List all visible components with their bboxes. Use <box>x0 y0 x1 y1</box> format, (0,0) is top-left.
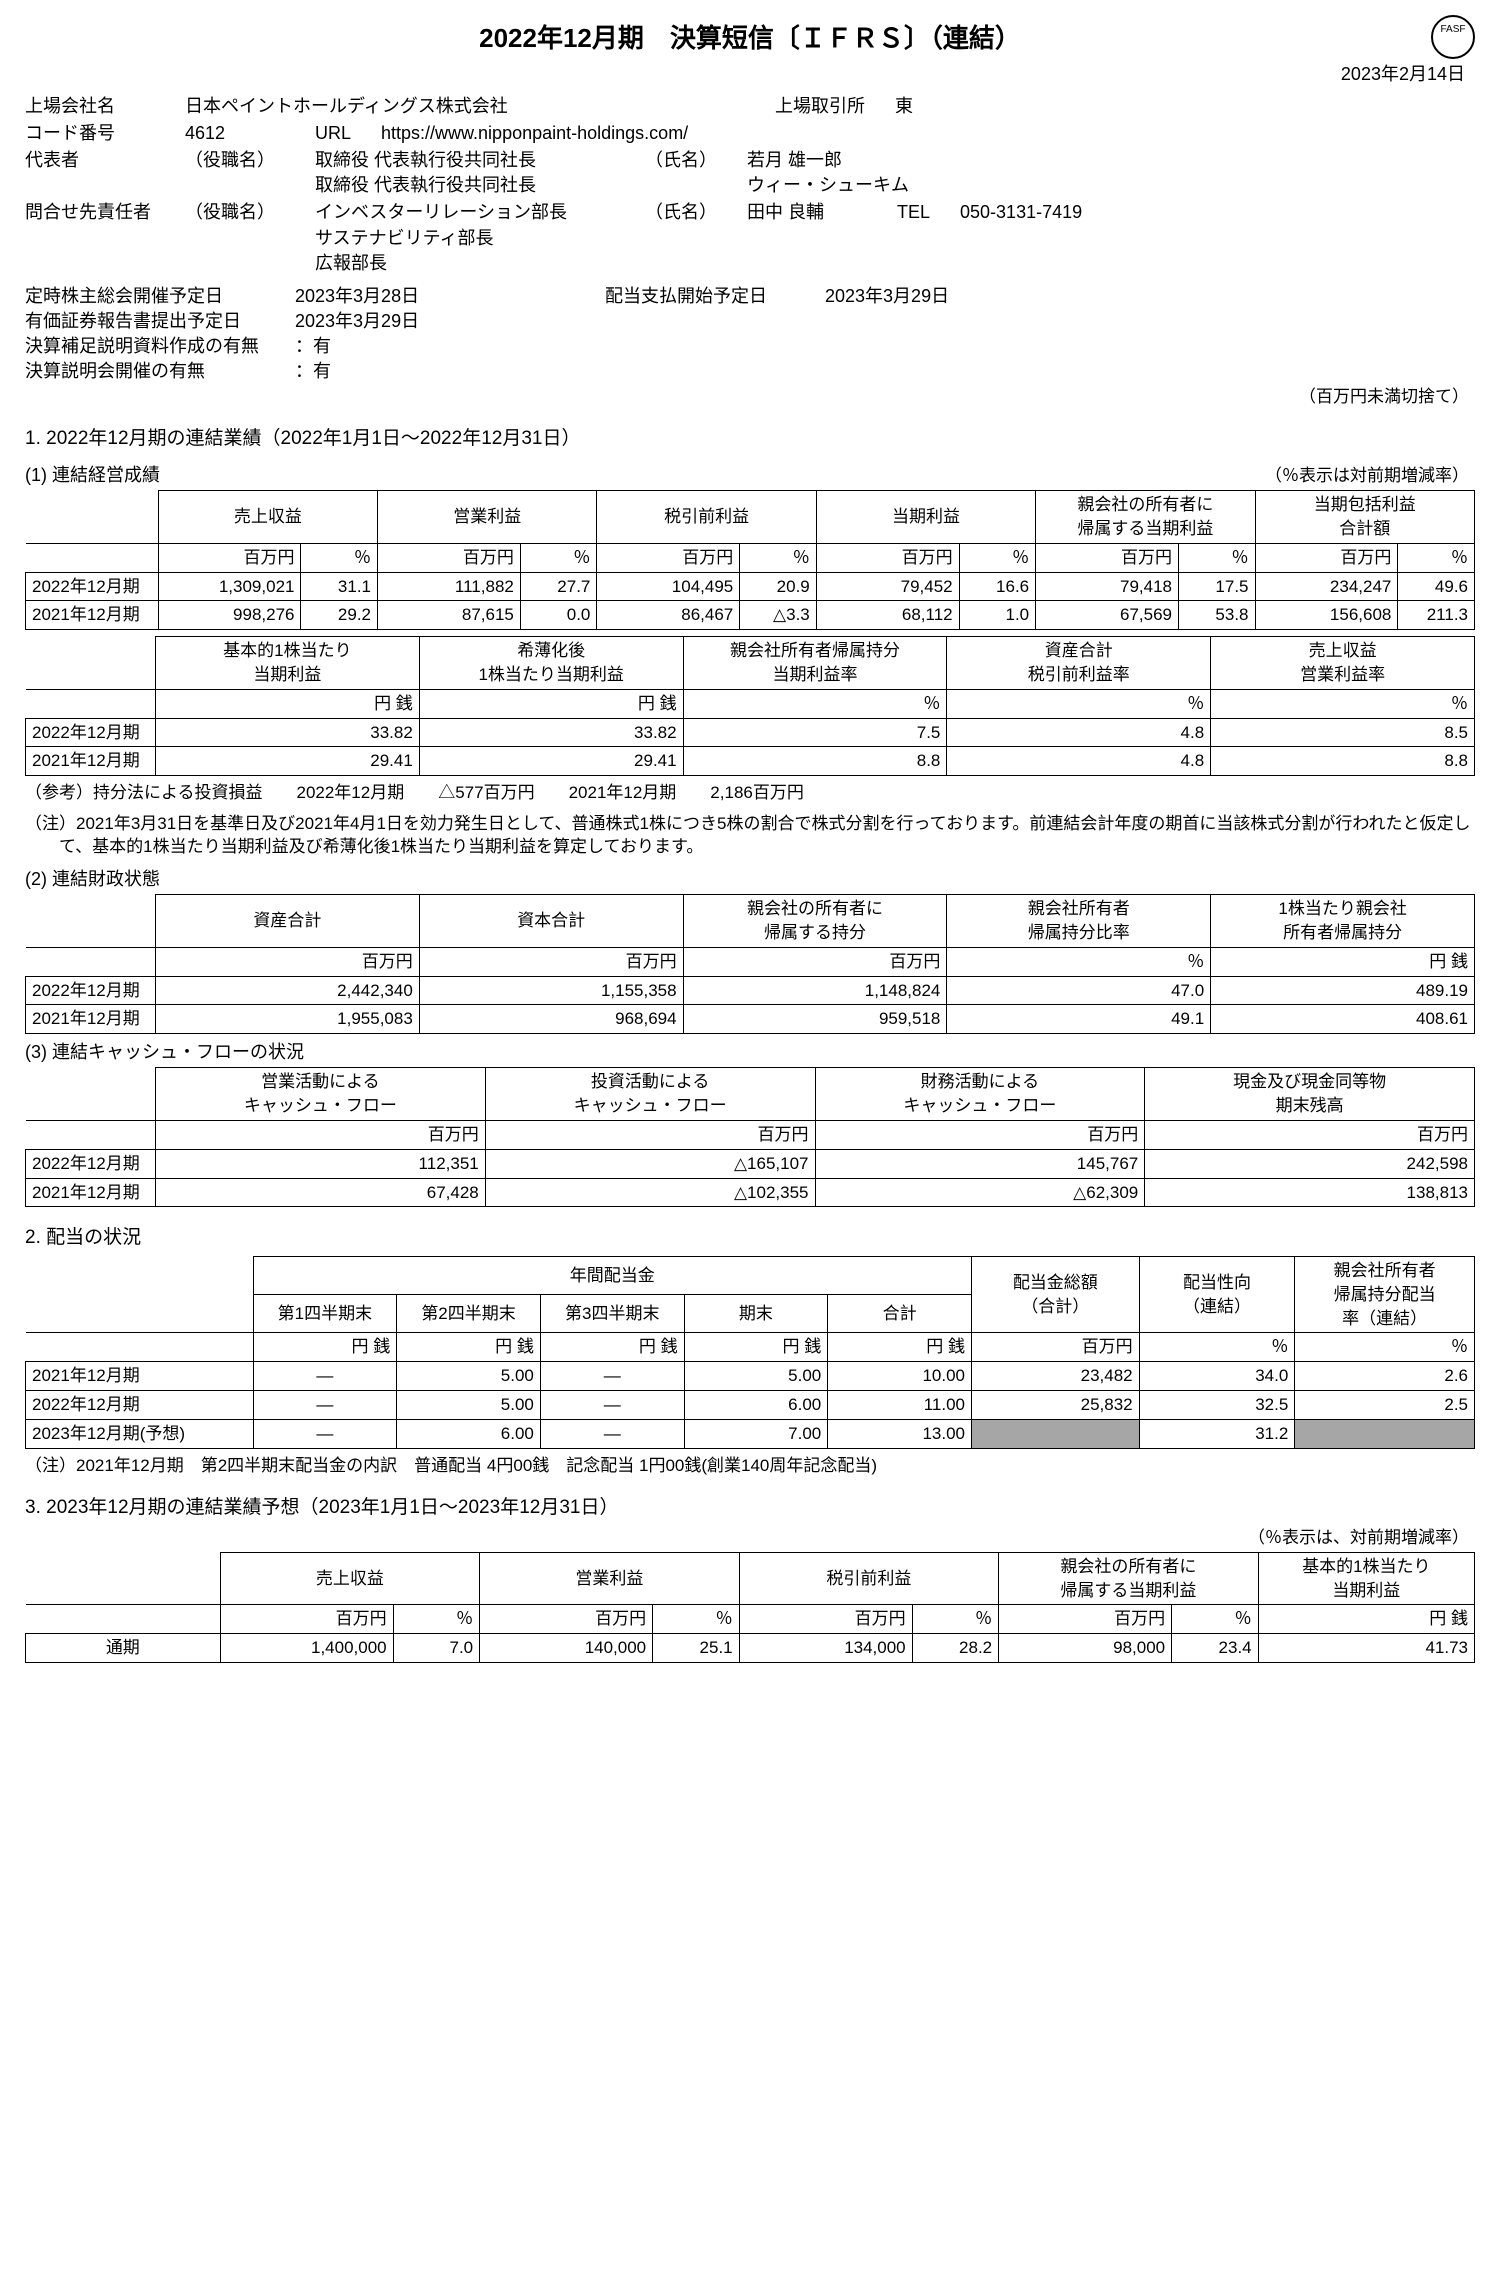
table-1-1b: 基本的1株当たり当期利益希薄化後1株当たり当期利益親会社所有者帰属持分当期利益率… <box>25 636 1475 776</box>
contact-name: 田中 良輔 <box>747 200 867 276</box>
report-date: 2023年2月14日 <box>25 62 1465 87</box>
lbl-code: コード番号 <box>25 121 185 146</box>
tel-lbl: TEL <box>897 200 930 276</box>
tel: 050-3131-7419 <box>960 200 1082 276</box>
s2-title: 2. 配当の状況 <box>25 1225 1475 1252</box>
code: 4612 <box>185 121 285 146</box>
supp-lbl: 決算補足説明資料作成の有無 <box>25 334 265 359</box>
lbl-exchange: 上場取引所 <box>775 94 865 119</box>
header-block: 上場会社名 日本ペイントホールディングス株式会社 上場取引所 東 コード番号 4… <box>25 94 1475 409</box>
s3-rnote: （％表示は、対前期増減率） <box>25 1526 1469 1550</box>
rep-pos-lbl: （役職名） <box>185 148 285 198</box>
contact-pos3: 広報部長 <box>315 251 615 276</box>
supp-val: ：有 <box>295 334 331 359</box>
lbl-company: 上場会社名 <box>25 94 185 119</box>
table-1-3: 営業活動によるキャッシュ・フロー投資活動によるキャッシュ・フロー財務活動によるキ… <box>25 1067 1475 1207</box>
s1-title: 1. 2022年12月期の連結業績（2022年1月1日～2022年12月31日） <box>25 426 1475 453</box>
agm-lbl: 定時株主総会開催予定日 <box>25 284 265 309</box>
url: https://www.nipponpaint-holdings.com/ <box>381 121 688 146</box>
table-2: 年間配当金配当金総額（合計）配当性向（連結）親会社所有者帰属持分配当率（連結）第… <box>25 1256 1475 1449</box>
s2-note: （注）2021年12月期 第2四半期末配当金の内訳 普通配当 4円00銭 記念配… <box>25 1455 1475 1478</box>
document-title: 2022年12月期 決算短信〔ＩＦＲＳ〕（連結） <box>25 20 1475 56</box>
rep-name2: ウィー・シューキム <box>747 173 909 198</box>
contact-name-lbl: （氏名） <box>645 200 717 276</box>
contact-pos2: サステナビリティ部長 <box>315 226 615 251</box>
unit-note: （百万円未満切捨て） <box>25 385 1469 409</box>
rep-pos2: 取締役 代表執行役共同社長 <box>315 173 615 198</box>
table-1-1a: 売上収益営業利益税引前利益当期利益親会社の所有者に帰属する当期利益当期包括利益合… <box>25 490 1475 630</box>
s3-title: 3. 2023年12月期の連結業績予想（2023年1月1日～2023年12月31… <box>25 1495 1475 1522</box>
lbl-rep: 代表者 <box>25 148 185 198</box>
div-start: 2023年3月29日 <box>825 284 949 309</box>
lbl-url: URL <box>315 121 351 146</box>
s1t2-title: (2) 連結財政状態 <box>25 867 1475 892</box>
contact-pos1: インベスターリレーション部長 <box>315 200 615 225</box>
lbl-contact: 問合せ先責任者 <box>25 200 185 276</box>
filing-date: 2023年3月29日 <box>295 309 419 334</box>
s1t1-rnote: （％表示は対前期増減率） <box>1265 464 1469 488</box>
filing-lbl: 有価証券報告書提出予定日 <box>25 309 265 334</box>
s1t3-title: (3) 連結キャッシュ・フローの状況 <box>25 1040 1475 1065</box>
rep-name1: 若月 雄一郎 <box>747 148 909 173</box>
exchange: 東 <box>895 94 913 119</box>
table-3: 売上収益営業利益税引前利益親会社の所有者に帰属する当期利益基本的1株当たり当期利… <box>25 1552 1475 1663</box>
s1t1b-ref: （参考）持分法による投資損益 2022年12月期 △577百万円 2021年12… <box>25 782 1475 805</box>
rep-name-lbl: （氏名） <box>645 148 717 198</box>
brief-val: ：有 <box>295 359 331 384</box>
contact-pos-lbl: （役職名） <box>185 200 285 276</box>
s1t1-title: (1) 連結経営成績 <box>25 463 160 488</box>
brief-lbl: 決算説明会開催の有無 <box>25 359 265 384</box>
company-name: 日本ペイントホールディングス株式会社 <box>185 94 745 119</box>
table-1-2: 資産合計資本合計親会社の所有者に帰属する持分親会社所有者帰属持分比率1株当たり親… <box>25 894 1475 1034</box>
agm-date: 2023年3月28日 <box>295 284 575 309</box>
fasf-logo: FASF <box>1431 15 1475 59</box>
s1t1b-note: （注）2021年3月31日を基準日及び2021年4月1日を効力発生日として、普通… <box>25 813 1475 859</box>
div-start-lbl: 配当支払開始予定日 <box>605 284 795 309</box>
rep-pos1: 取締役 代表執行役共同社長 <box>315 148 615 173</box>
